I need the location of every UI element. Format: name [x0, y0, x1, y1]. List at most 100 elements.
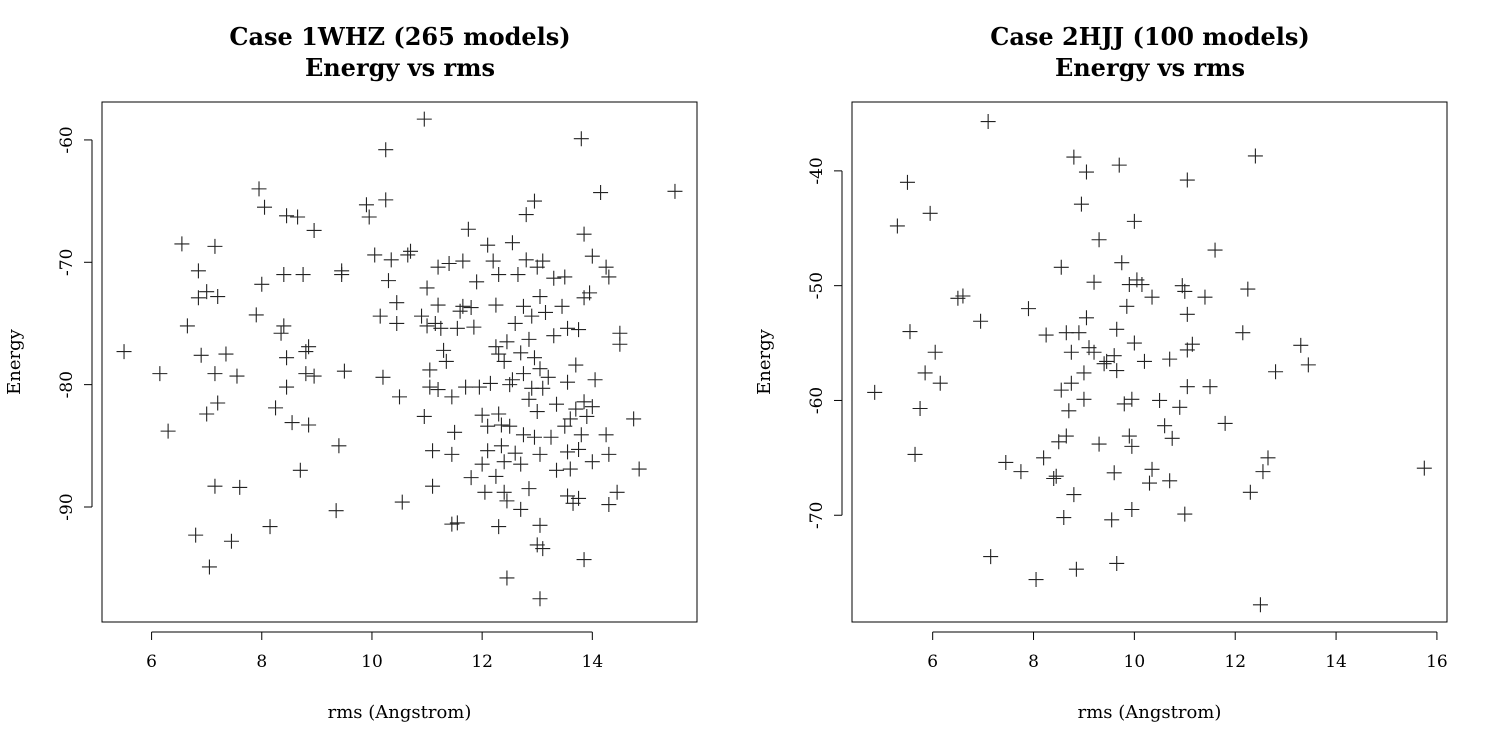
- data-point: [460, 221, 476, 237]
- data-point: [587, 372, 603, 388]
- data-point: [515, 427, 531, 443]
- data-point: [907, 446, 923, 462]
- data-point: [463, 470, 479, 486]
- data-point: [1071, 325, 1087, 341]
- data-point: [1144, 289, 1160, 305]
- data-point: [1053, 382, 1069, 398]
- y-tick-label: -60: [807, 387, 827, 414]
- data-point: [1124, 438, 1140, 454]
- data-point: [389, 315, 405, 331]
- data-point: [499, 493, 515, 509]
- data-point: [576, 394, 592, 410]
- data-point: [626, 411, 642, 427]
- y-tick-label: -80: [57, 371, 77, 398]
- data-point: [1028, 572, 1044, 588]
- data-point: [257, 199, 273, 215]
- data-point: [394, 494, 410, 510]
- data-point: [1177, 506, 1193, 522]
- data-point: [232, 479, 248, 495]
- data-point: [1053, 259, 1069, 275]
- data-point: [554, 298, 570, 314]
- data-point: [543, 429, 559, 445]
- data-point: [430, 297, 446, 313]
- data-point: [496, 454, 512, 470]
- data-point: [1111, 157, 1127, 173]
- data-point: [1068, 561, 1084, 577]
- data-point: [447, 424, 463, 440]
- data-point: [513, 501, 529, 517]
- data-point: [1197, 289, 1213, 305]
- data-point: [419, 280, 435, 296]
- data-point: [160, 423, 176, 439]
- plot-frame: [851, 101, 1448, 623]
- data-point: [504, 235, 520, 251]
- data-point: [306, 222, 322, 238]
- data-point: [458, 379, 474, 395]
- data-point: [1086, 344, 1102, 360]
- data-point: [1051, 434, 1067, 450]
- data-point: [331, 438, 347, 454]
- data-point: [1076, 365, 1092, 381]
- data-point: [199, 406, 215, 422]
- data-point: [491, 267, 507, 283]
- data-point: [499, 334, 515, 350]
- data-point: [518, 207, 534, 223]
- data-point: [513, 456, 529, 472]
- data-point: [1124, 502, 1140, 518]
- data-point: [562, 411, 578, 427]
- data-point: [1091, 232, 1107, 248]
- data-point: [1157, 418, 1173, 434]
- data-point: [1177, 283, 1193, 299]
- data-point: [1109, 321, 1125, 337]
- data-point: [284, 415, 300, 431]
- data-point: [1126, 335, 1142, 351]
- data-point: [535, 541, 551, 557]
- data-point: [474, 407, 490, 423]
- data-point: [532, 289, 548, 305]
- data-point: [1164, 430, 1180, 446]
- chart-subtitle: Energy vs rms: [1054, 53, 1246, 82]
- data-point: [491, 406, 507, 422]
- data-point: [902, 324, 918, 340]
- data-point: [1058, 428, 1074, 444]
- data-point: [1134, 277, 1150, 293]
- data-point: [1073, 196, 1089, 212]
- data-point: [190, 290, 206, 306]
- data-point: [1058, 325, 1074, 341]
- data-point: [593, 185, 609, 201]
- data-point: [1038, 327, 1054, 343]
- data-point: [480, 418, 496, 434]
- data-point: [292, 462, 308, 478]
- data-point: [1240, 281, 1256, 297]
- data-point: [414, 308, 430, 324]
- data-point: [571, 322, 587, 338]
- data-point: [609, 484, 625, 500]
- x-tick-label: 10: [361, 652, 383, 672]
- data-point: [549, 462, 565, 478]
- data-point: [1063, 375, 1079, 391]
- data-point: [912, 400, 928, 416]
- data-point: [375, 369, 391, 385]
- data-point: [1179, 172, 1195, 188]
- data-point: [1020, 301, 1036, 317]
- data-point: [579, 408, 595, 424]
- data-point: [1109, 363, 1125, 379]
- data-point: [1124, 391, 1140, 407]
- data-point: [279, 379, 295, 395]
- data-point: [1076, 391, 1092, 407]
- x-tick-label: 10: [1124, 652, 1146, 672]
- data-point: [301, 417, 317, 433]
- data-point: [1260, 450, 1276, 466]
- data-point: [449, 515, 465, 531]
- data-point: [631, 461, 647, 477]
- data-point: [973, 313, 989, 329]
- y-tick-label: -70: [807, 502, 827, 529]
- data-point: [334, 267, 350, 283]
- y-axis-label: Energy: [4, 328, 25, 395]
- data-point: [560, 444, 576, 460]
- data-point: [444, 446, 460, 462]
- data-point: [1063, 344, 1079, 360]
- data-point: [1247, 148, 1263, 164]
- data-point: [526, 350, 542, 366]
- data-point: [889, 218, 905, 234]
